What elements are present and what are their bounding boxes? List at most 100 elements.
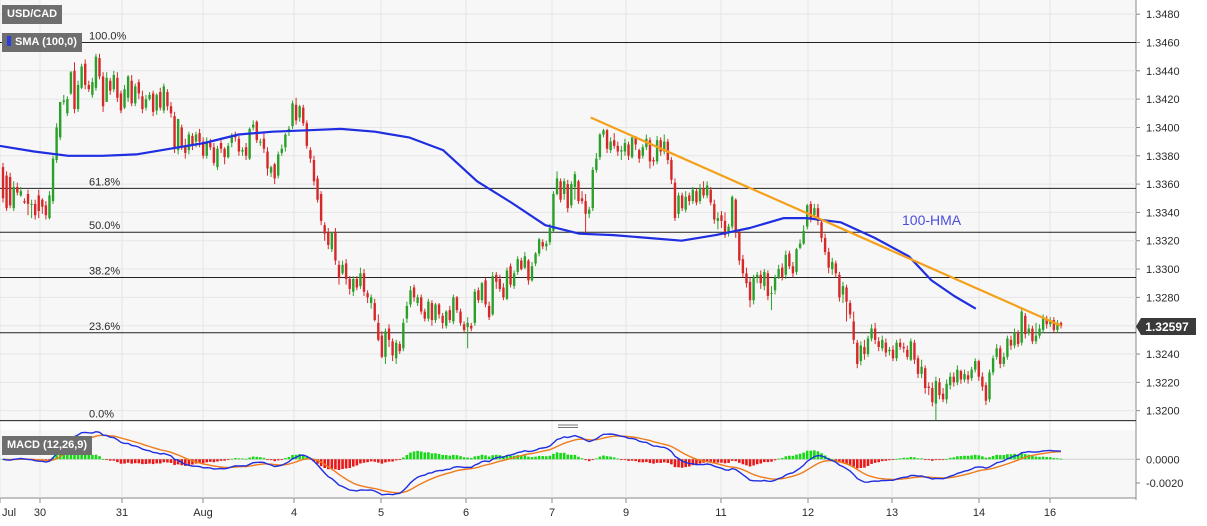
- candle: [112, 70, 116, 93]
- candle: [902, 342, 905, 353]
- macd-histogram-bar: [1041, 456, 1045, 460]
- candle: [255, 120, 258, 144]
- macd-histogram-bar: [166, 459, 169, 463]
- candle: [991, 355, 995, 376]
- candle: [66, 96, 69, 117]
- macd-histogram-bar: [87, 453, 91, 460]
- candle-body: [277, 154, 280, 176]
- candle-body: [584, 201, 587, 214]
- macd-histogram-bar: [255, 456, 259, 460]
- macd-histogram-bar: [652, 459, 655, 464]
- candle: [448, 305, 451, 323]
- candle: [48, 191, 51, 220]
- candle: [134, 83, 137, 107]
- candle-body: [959, 371, 963, 380]
- candle-body: [155, 94, 158, 111]
- candle-body: [76, 84, 80, 110]
- candle: [116, 72, 119, 102]
- candle-body: [109, 80, 112, 91]
- candle: [284, 133, 287, 152]
- candle-body: [226, 145, 230, 158]
- candle: [316, 175, 319, 203]
- candle: [1020, 308, 1023, 346]
- candle: [141, 90, 144, 114]
- macd-histogram-bar: [144, 459, 148, 464]
- candle-body: [577, 181, 580, 202]
- macd-histogram-bar: [559, 452, 562, 460]
- candle-body: [280, 148, 283, 153]
- candle: [738, 230, 741, 265]
- macd-histogram-bar: [952, 457, 956, 460]
- macd-histogram-bar: [931, 459, 934, 461]
- candle-body: [23, 201, 26, 203]
- indicator-legend[interactable]: SMA (100,0): [2, 33, 82, 52]
- candle: [909, 338, 913, 362]
- candle: [823, 233, 827, 255]
- candle: [176, 118, 180, 155]
- candle: [509, 263, 512, 288]
- macd-histogram-bar: [248, 457, 251, 460]
- candle: [806, 203, 809, 230]
- candle-body: [441, 315, 444, 323]
- candle-body: [938, 382, 941, 396]
- candle: [598, 133, 602, 161]
- macd-histogram-bar: [923, 459, 927, 461]
- candle-body: [119, 93, 123, 111]
- macd-legend[interactable]: MACD (12,26,9): [2, 436, 93, 455]
- macd-histogram-bar: [351, 459, 355, 467]
- candle: [80, 63, 83, 90]
- candle-body: [294, 104, 298, 121]
- candle-body: [437, 304, 441, 315]
- macd-histogram-bar: [909, 456, 913, 460]
- candle: [162, 83, 166, 114]
- macd-histogram-bar: [359, 459, 362, 464]
- candle: [920, 359, 923, 379]
- candle: [752, 274, 755, 305]
- candle-body: [262, 138, 266, 149]
- macd-histogram-bar: [770, 459, 773, 462]
- macd-histogram-bar: [780, 458, 784, 460]
- macd-histogram-bar: [763, 459, 766, 463]
- candle: [784, 250, 787, 279]
- macd-histogram-bar: [623, 459, 627, 461]
- candle-body: [548, 227, 552, 243]
- last-price-label: 1.32597: [1145, 320, 1189, 334]
- candle: [680, 192, 684, 211]
- macd-histogram-bar: [544, 456, 548, 460]
- candle-body: [566, 184, 569, 209]
- candle: [773, 274, 777, 295]
- macd-panel-background: [0, 430, 1136, 498]
- candle-body: [727, 226, 730, 233]
- candle: [1052, 317, 1056, 333]
- candle: [652, 157, 655, 166]
- candle: [873, 322, 877, 345]
- macd-histogram-bar: [984, 457, 988, 460]
- y-tick-label: 1.3280: [1146, 292, 1180, 304]
- candle-body: [813, 208, 816, 216]
- candle-body: [219, 143, 223, 149]
- candle-body: [169, 106, 173, 114]
- candle: [616, 141, 619, 156]
- candle: [26, 189, 30, 216]
- candle-body: [159, 92, 162, 108]
- candle-body: [330, 232, 334, 250]
- candle: [595, 152, 598, 173]
- candle: [495, 271, 498, 289]
- macd-histogram-bar: [280, 459, 284, 461]
- candle: [226, 143, 230, 159]
- macd-histogram-bar: [898, 458, 902, 460]
- candle-body: [545, 243, 548, 247]
- candle: [766, 270, 770, 301]
- y-tick-label: 1.3460: [1146, 37, 1180, 49]
- candle: [613, 133, 616, 149]
- candle-body: [848, 303, 852, 315]
- candle: [234, 131, 237, 142]
- candle-body: [409, 290, 412, 305]
- macd-histogram-bar: [852, 459, 855, 467]
- candle-body: [91, 82, 94, 95]
- candle-body: [259, 141, 262, 143]
- macd-histogram-bar: [412, 451, 416, 460]
- panel-splitter[interactable]: [558, 424, 578, 428]
- macd-histogram-bar: [845, 459, 848, 465]
- candle-body: [337, 264, 341, 278]
